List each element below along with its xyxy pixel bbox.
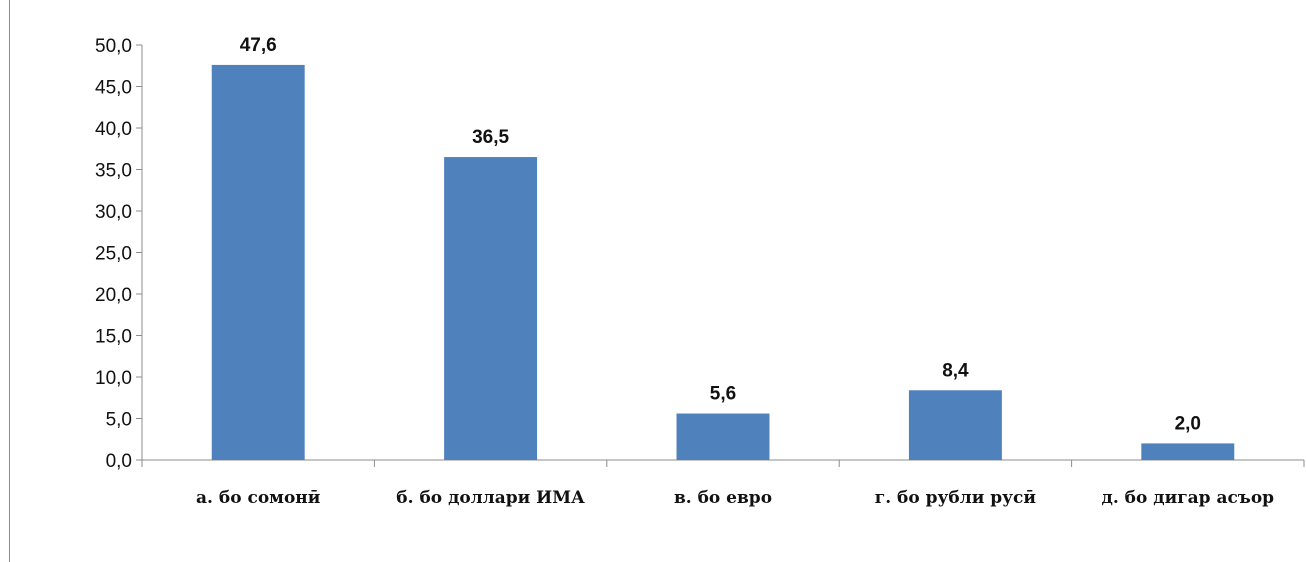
data-label: 8,4 <box>942 360 969 381</box>
bar <box>444 157 538 461</box>
category-labels: а. бо сомонӣ б. бо доллари ИМА в. бо евро г… <box>196 488 1274 508</box>
y-tick-label: 20,0 <box>95 285 132 306</box>
bars <box>211 64 1235 461</box>
category-label: д. бо дигар асъор <box>1102 488 1275 508</box>
data-label: 36,5 <box>472 127 509 148</box>
data-label: 47,6 <box>240 35 277 56</box>
y-tick-label: 25,0 <box>95 244 132 265</box>
y-tick-label: 35,0 <box>95 161 132 182</box>
category-label: г. бо рубли русӣ <box>875 488 1037 508</box>
y-tick-label: 45,0 <box>95 78 132 99</box>
x-axis <box>141 459 1305 467</box>
category-label: б. бо доллари ИМА <box>396 488 585 508</box>
y-tick-label: 15,0 <box>95 327 132 348</box>
bar <box>676 413 770 460</box>
y-tick-label: 40,0 <box>95 119 132 140</box>
chart-frame <box>9 0 1305 562</box>
category-label: в. бо евро <box>674 488 772 508</box>
y-tick-label: 5,0 <box>106 410 132 431</box>
y-tick-label: 0,0 <box>106 451 132 472</box>
y-tick-label: 30,0 <box>95 202 132 223</box>
bar <box>211 64 305 461</box>
data-labels: 47,6 36,5 5,6 8,4 2,0 <box>240 35 1201 434</box>
bar <box>908 390 1002 460</box>
data-label: 5,6 <box>710 384 736 405</box>
y-tick-label: 10,0 <box>95 368 132 389</box>
data-label: 2,0 <box>1175 413 1201 434</box>
y-axis: 0,0 5,0 10,0 15,0 20,0 25,0 30,0 35,0 40,0 45,0 50… <box>95 36 143 472</box>
category-label: а. бо сомонӣ <box>196 488 321 508</box>
bar <box>1141 443 1235 460</box>
y-tick-label: 50,0 <box>95 36 132 57</box>
